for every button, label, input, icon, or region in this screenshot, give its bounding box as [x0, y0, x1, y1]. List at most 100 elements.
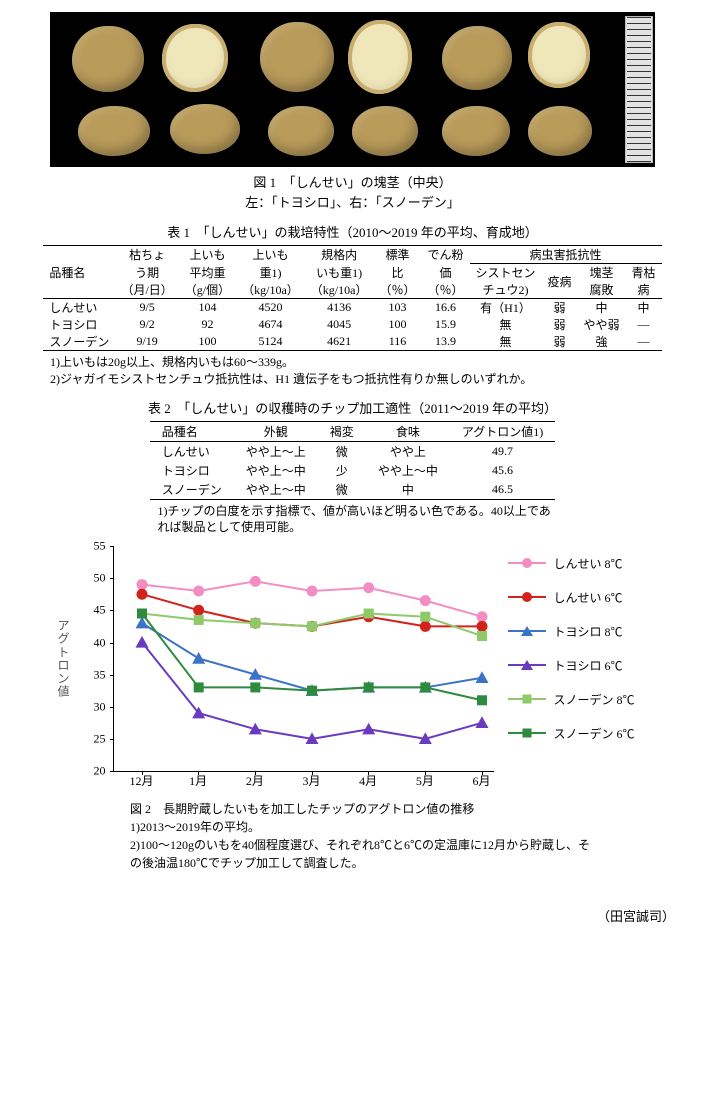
- chart-marker: [363, 583, 373, 593]
- table-cell: しんせい: [150, 441, 234, 461]
- table-cell: やや弱: [578, 316, 626, 333]
- y-tick-label: 50: [76, 571, 106, 586]
- legend-label: しんせい 8℃: [554, 555, 623, 572]
- chart-marker: [420, 683, 430, 693]
- chart-marker: [250, 618, 260, 628]
- table-cell: 13.9: [421, 333, 469, 351]
- t1-h: 重1): [236, 264, 305, 282]
- chart-marker: [250, 577, 260, 587]
- t1-h: チュウ2): [470, 281, 542, 299]
- author: （田宮誠司）: [20, 906, 685, 925]
- t1-h: 価: [421, 264, 469, 282]
- legend-item: トヨシロ 8℃: [508, 614, 635, 648]
- table-cell: 49.7: [450, 441, 555, 461]
- fig1-row1: [50, 20, 621, 92]
- t1-h: 病: [626, 281, 662, 299]
- table-cell: スノーデン: [43, 333, 115, 351]
- table1: 品種名 枯ちょ 上いも 上いも 規格内 標準 でん粉 病虫害抵抗性 う期 平均重…: [43, 245, 661, 351]
- table-cell: —: [626, 316, 662, 333]
- table2: 品種名 外観 褐変 食味 アグトロン値1) しんせいやや上～上微やや上49.7ト…: [150, 421, 555, 500]
- table-cell: 103: [373, 299, 421, 317]
- table-cell: やや上～中: [234, 480, 318, 500]
- chart-marker: [135, 636, 148, 648]
- t1-h: （g/個）: [179, 281, 236, 299]
- chart-marker: [363, 609, 373, 619]
- potato-cut: [528, 22, 590, 88]
- fig1-row2: [50, 100, 621, 158]
- table-cell: 弱: [542, 299, 578, 317]
- t1-h: 上いも: [236, 246, 305, 264]
- table-cell: 45.6: [450, 461, 555, 480]
- t1-h-resist: 病虫害抵抗性: [470, 246, 662, 264]
- table-cell: —: [626, 333, 662, 351]
- table-row: トヨシロ9/2924674404510015.9無弱やや弱—: [43, 316, 661, 333]
- legend-label: スノーデン 6℃: [554, 725, 635, 742]
- potato-whole: [78, 106, 150, 156]
- chart-marker: [137, 609, 147, 619]
- t1-h: 疫病: [542, 264, 578, 299]
- fig1-caption-line1: 図 1 「しんせい」の塊茎（中央）: [20, 173, 685, 193]
- table1-note2: 2)ジャガイモシストセンチュウ抵抗性は、H1 遺伝子をもつ抵抗性有りか無しのいず…: [50, 371, 655, 388]
- table-cell: 5124: [236, 333, 305, 351]
- t2-h: 褐変: [318, 421, 366, 441]
- t1-h: （kg/10a）: [305, 281, 374, 299]
- table-row: しんせいやや上～上微やや上49.7: [150, 441, 555, 461]
- t1-h: 標準: [373, 246, 421, 264]
- table-cell: 4621: [305, 333, 374, 351]
- t1-h: でん粉: [421, 246, 469, 264]
- chart-plot-area: 202530354045505512月1月2月3月4月5月6月: [113, 546, 494, 772]
- table-cell: トヨシロ: [43, 316, 115, 333]
- fig2-note1: 1)2013～2019年の平均。: [130, 818, 590, 836]
- t1-h: 比: [373, 264, 421, 282]
- table-cell: 中: [366, 480, 450, 500]
- chart-marker: [193, 586, 203, 596]
- y-tick-label: 40: [76, 635, 106, 650]
- t1-h: う期: [115, 264, 178, 282]
- potato-cut: [162, 24, 228, 92]
- table-cell: 100: [373, 316, 421, 333]
- chart-marker: [420, 612, 430, 622]
- y-tick-label: 45: [76, 603, 106, 618]
- table-cell: しんせい: [43, 299, 115, 317]
- table-cell: 4045: [305, 316, 374, 333]
- fig2-chart: アグトロン値 202530354045505512月1月2月3月4月5月6月 し…: [63, 546, 643, 772]
- t1-h: 規格内: [305, 246, 374, 264]
- legend-label: トヨシロ 8℃: [554, 623, 623, 640]
- potato-whole: [528, 106, 592, 156]
- table1-notes: 1)上いもは20g以上、規格内いもは60～339g。 2)ジャガイモシストセンチ…: [50, 354, 655, 388]
- table-cell: 微: [318, 480, 366, 500]
- chart-marker: [192, 652, 205, 664]
- table-row: トヨシロやや上～中少やや上～中45.6: [150, 461, 555, 480]
- potato-whole: [442, 106, 510, 156]
- table-cell: 104: [179, 299, 236, 317]
- y-tick-label: 20: [76, 764, 106, 779]
- table-cell: 有（H1）: [470, 299, 542, 317]
- potato-cut: [348, 20, 412, 94]
- potato-whole: [72, 26, 144, 92]
- table-cell: トヨシロ: [150, 461, 234, 480]
- t2-h: アグトロン値1): [450, 421, 555, 441]
- t1-h: （kg/10a）: [236, 281, 305, 299]
- chart-marker: [475, 671, 488, 683]
- table-cell: 4674: [236, 316, 305, 333]
- table-cell: 9/19: [115, 333, 178, 351]
- table-cell: 4520: [236, 299, 305, 317]
- chart-marker: [137, 589, 147, 599]
- table-cell: スノーデン: [150, 480, 234, 500]
- fig2-caption: 図 2 長期貯蔵したいもを加工したチップのアグトロン値の推移 1)2013～20…: [80, 800, 590, 872]
- table-cell: 中: [578, 299, 626, 317]
- t2-h: 外観: [234, 421, 318, 441]
- fig2-note2: 2)100～120gのいもを40個程度選び、それぞれ8℃と6℃の定温庫に12月か…: [130, 836, 590, 872]
- table1-note1: 1)上いもは20g以上、規格内いもは60～339g。: [50, 354, 655, 371]
- table-cell: 4136: [305, 299, 374, 317]
- table-cell: 弱: [542, 316, 578, 333]
- potato-whole: [442, 26, 512, 90]
- table-cell: 弱: [542, 333, 578, 351]
- legend-label: トヨシロ 6℃: [554, 657, 623, 674]
- potato-whole: [352, 106, 418, 156]
- table-cell: 少: [318, 461, 366, 480]
- chart-marker: [307, 622, 317, 632]
- legend-item: スノーデン 6℃: [508, 716, 635, 750]
- table2-title: 表 2 「しんせい」の収穫時のチップ加工適性（2011～2019 年の平均）: [20, 398, 685, 417]
- chart-marker: [307, 686, 317, 696]
